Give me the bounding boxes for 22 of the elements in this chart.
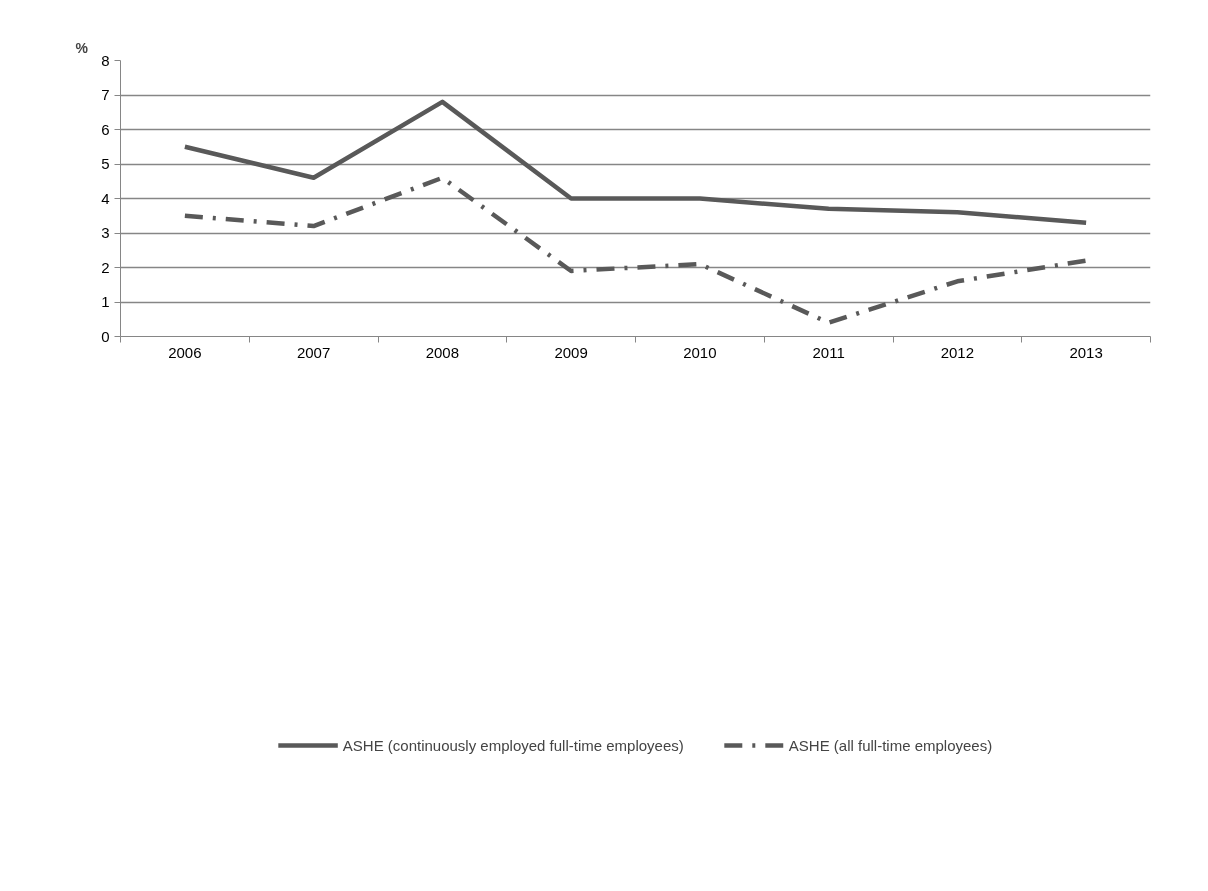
y-tick-label: 1 <box>101 293 110 310</box>
y-tick-label: 3 <box>101 224 110 241</box>
x-tick-label: 2009 <box>554 343 588 361</box>
y-tick-label: 6 <box>101 120 110 138</box>
x-tick-label: 2011 <box>812 343 845 361</box>
x-tick-label: 2013 <box>1069 343 1103 361</box>
y-tick-label: 4 <box>101 189 110 207</box>
x-tick-label: 2010 <box>683 343 717 361</box>
x-tick-label: 2012 <box>940 343 975 361</box>
x-tick-label: 2008 <box>425 343 460 361</box>
y-tick-label: 0 <box>101 327 110 345</box>
line-series <box>182 99 1089 225</box>
legend-label: ASHE (continuously employed full-time employees) <box>342 736 684 754</box>
line-series <box>182 175 1089 325</box>
y-tick-label: 2 <box>101 258 110 276</box>
x-tick-label: 2006 <box>168 343 202 361</box>
y-tick-label: 8 <box>101 51 110 69</box>
y-tick-label: 5 <box>101 155 110 172</box>
legend-label: ASHE (all full-time employees) <box>788 736 993 754</box>
x-tick-label: 2007 <box>296 343 331 361</box>
y-tick-label: 7 <box>101 86 110 103</box>
y-axis-title: % <box>75 39 89 56</box>
